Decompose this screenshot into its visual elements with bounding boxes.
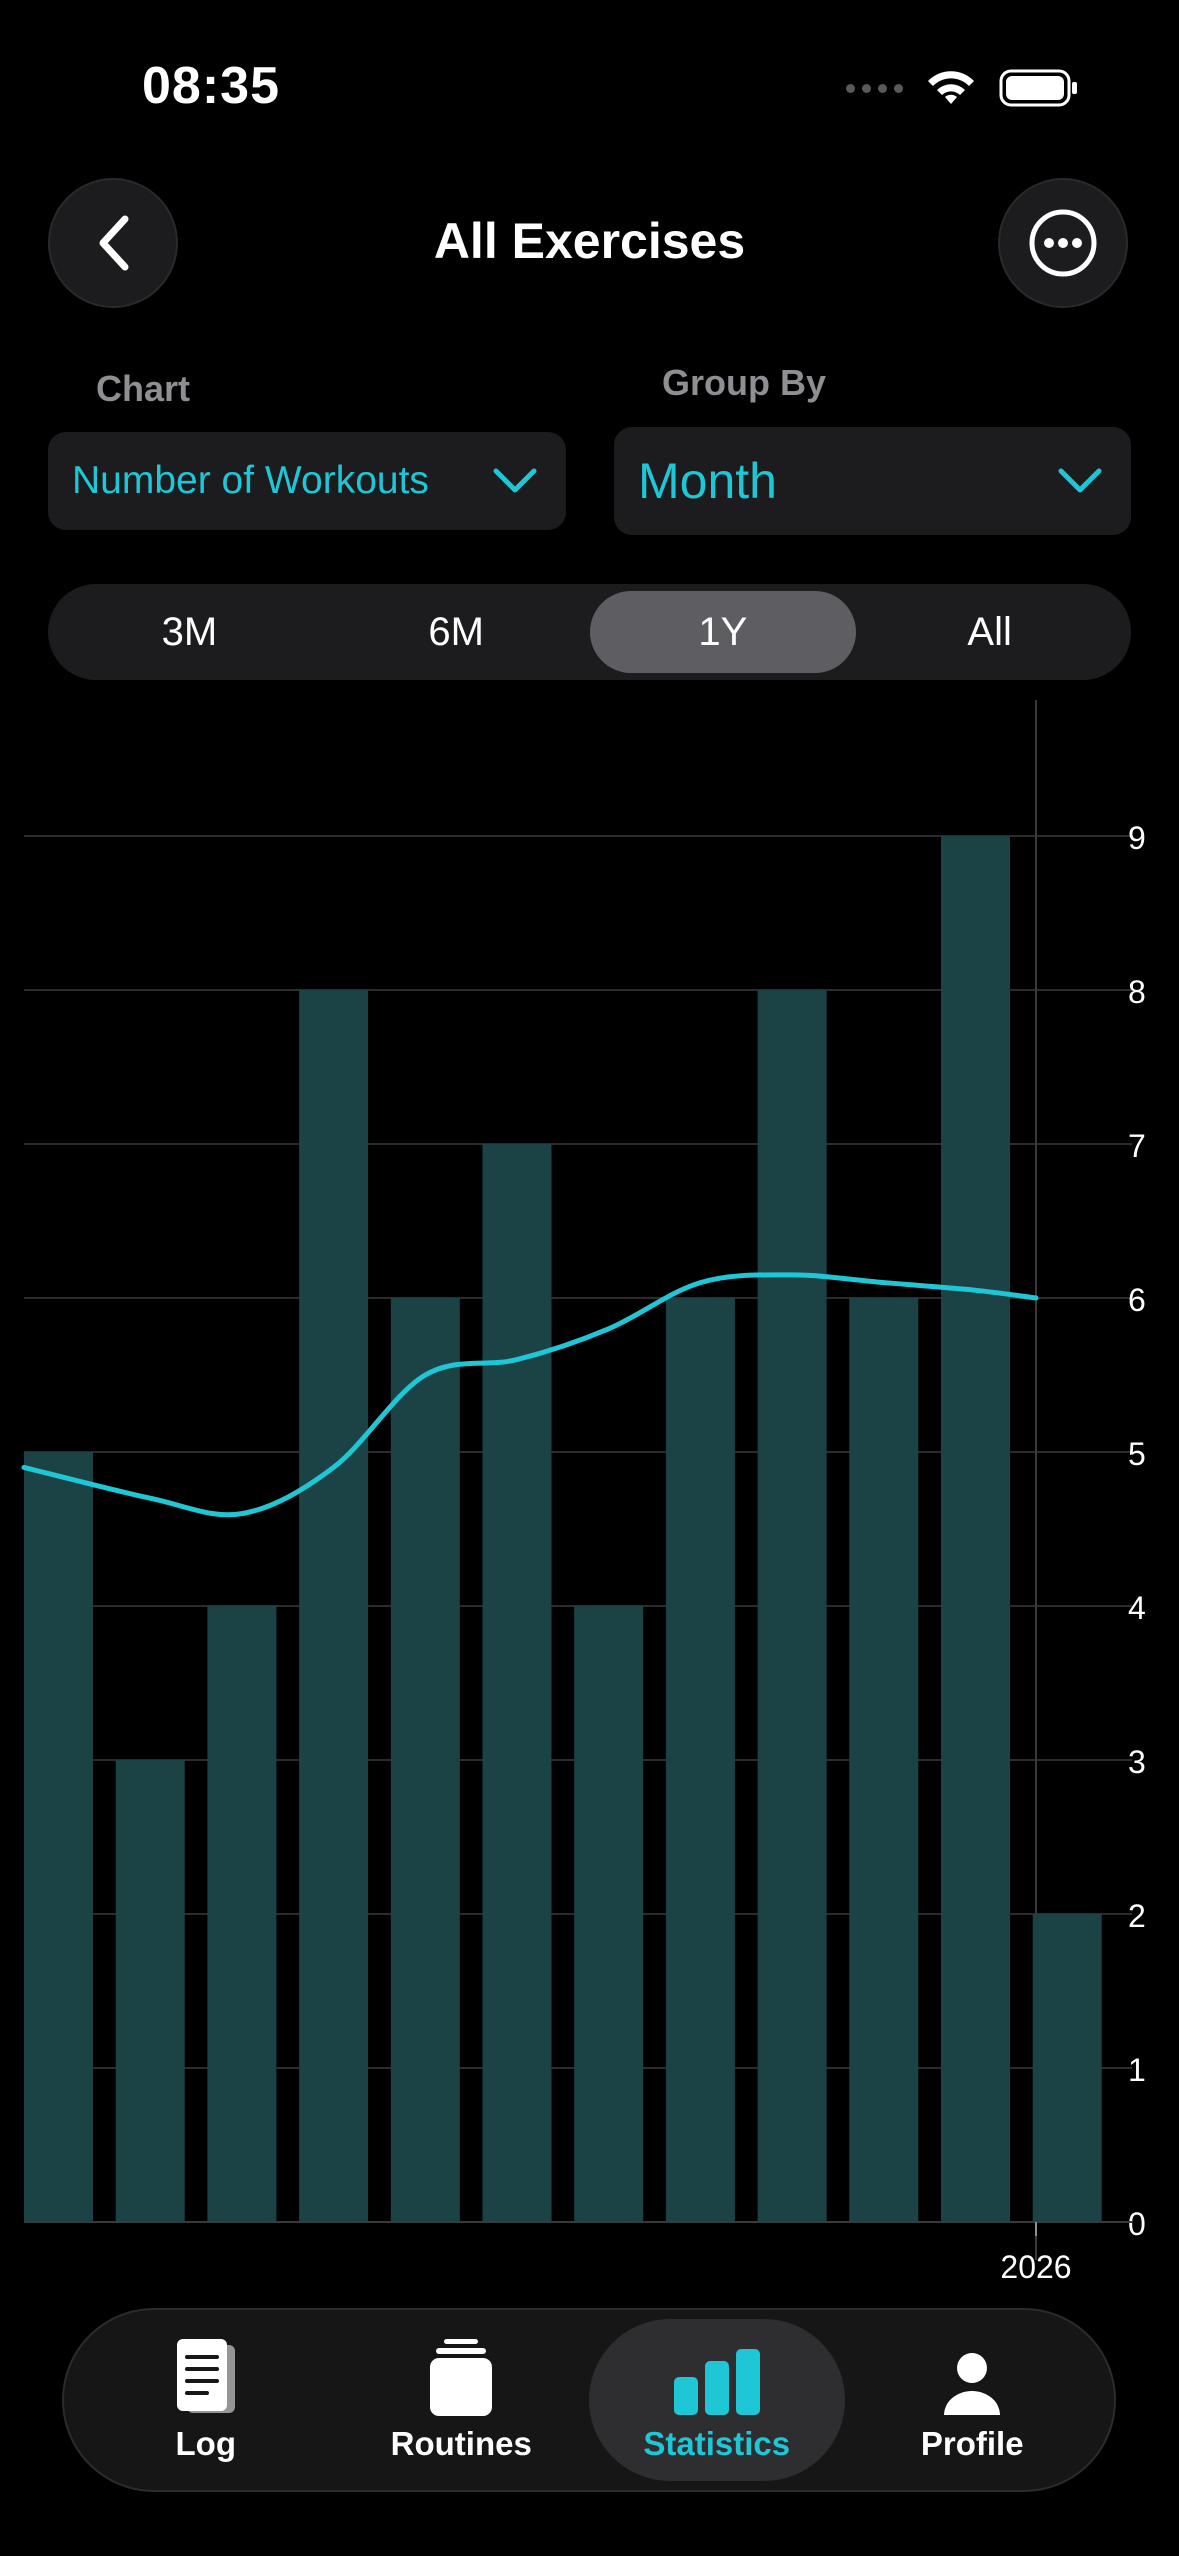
status-icons: [846, 66, 1079, 110]
page-title: All Exercises: [433, 213, 746, 269]
y-tick-label: 4: [1128, 1590, 1146, 1626]
tab-routines[interactable]: Routines: [334, 2319, 590, 2481]
bar: [207, 1606, 277, 2222]
profile-icon: [944, 2353, 1001, 2415]
cellular-signal-icon: [846, 83, 903, 93]
more-options-button[interactable]: [998, 178, 1128, 308]
chevron-down-icon: [493, 468, 537, 493]
bar: [390, 1298, 460, 2222]
battery-icon: [999, 69, 1077, 107]
tab-routines-label: Routines: [390, 2425, 532, 2462]
routines-icon: [430, 2339, 493, 2416]
time-range-selector: 3M 6M 1Y All: [48, 584, 1131, 680]
tab-statistics-label: Statistics: [643, 2425, 791, 2462]
y-tick-label: 2: [1128, 1898, 1146, 1934]
tab-log[interactable]: Log: [78, 2319, 334, 2481]
tab-log-label: Log: [175, 2425, 236, 2462]
wifi-icon: [928, 71, 974, 104]
range-tab-3m[interactable]: 3M: [161, 609, 218, 654]
tab-bar: Log Routines Statistics Pr: [62, 2308, 1116, 2492]
trend-line: [21, 1272, 1039, 1518]
bar: [1032, 1914, 1102, 2222]
y-tick-label: 9: [1128, 820, 1146, 856]
x-tick-label: 2026: [1000, 2249, 1071, 2285]
chevron-down-icon: [1058, 468, 1102, 493]
y-tick-label: 0: [1128, 2206, 1146, 2242]
y-tick-label: 6: [1128, 1282, 1146, 1318]
group-by-value: Month: [638, 453, 777, 509]
y-tick-label: 5: [1128, 1436, 1146, 1472]
bar: [849, 1298, 919, 2222]
chevron-left-icon: [99, 215, 129, 271]
tab-profile-label: Profile: [920, 2425, 1024, 2462]
range-tab-6m[interactable]: 6M: [428, 609, 484, 654]
chart-type-value: Number of Workouts: [72, 459, 429, 502]
y-tick-label: 8: [1128, 974, 1146, 1010]
bar: [757, 990, 827, 2222]
bar: [665, 1298, 735, 2222]
bar: [24, 1452, 93, 2222]
chart-type-select[interactable]: Number of Workouts: [48, 432, 566, 530]
log-icon: [176, 2339, 235, 2413]
range-tab-all[interactable]: All: [967, 609, 1012, 654]
group-by-label: Group By: [662, 362, 827, 403]
bar: [115, 1760, 185, 2222]
bar: [299, 990, 369, 2222]
range-tab-1y[interactable]: 1Y: [589, 591, 857, 673]
chart-label: Chart: [96, 368, 191, 409]
tab-profile[interactable]: Profile: [845, 2319, 1101, 2481]
bar: [574, 1606, 644, 2222]
more-icon: [1029, 209, 1097, 277]
y-tick-label: 3: [1128, 1744, 1146, 1780]
statistics-icon: [673, 2349, 760, 2415]
y-tick-label: 7: [1128, 1128, 1146, 1164]
status-time: 08:35: [142, 57, 280, 115]
y-tick-label: 1: [1128, 2052, 1146, 2088]
group-by-select[interactable]: Month: [614, 427, 1131, 535]
back-button[interactable]: [48, 178, 178, 308]
tab-statistics[interactable]: Statistics: [589, 2319, 845, 2481]
bar: [482, 1144, 552, 2222]
workouts-chart: 0 1 2 3 4 5 6 7 8 9 2026: [21, 700, 1146, 2285]
bar: [941, 836, 1010, 2222]
